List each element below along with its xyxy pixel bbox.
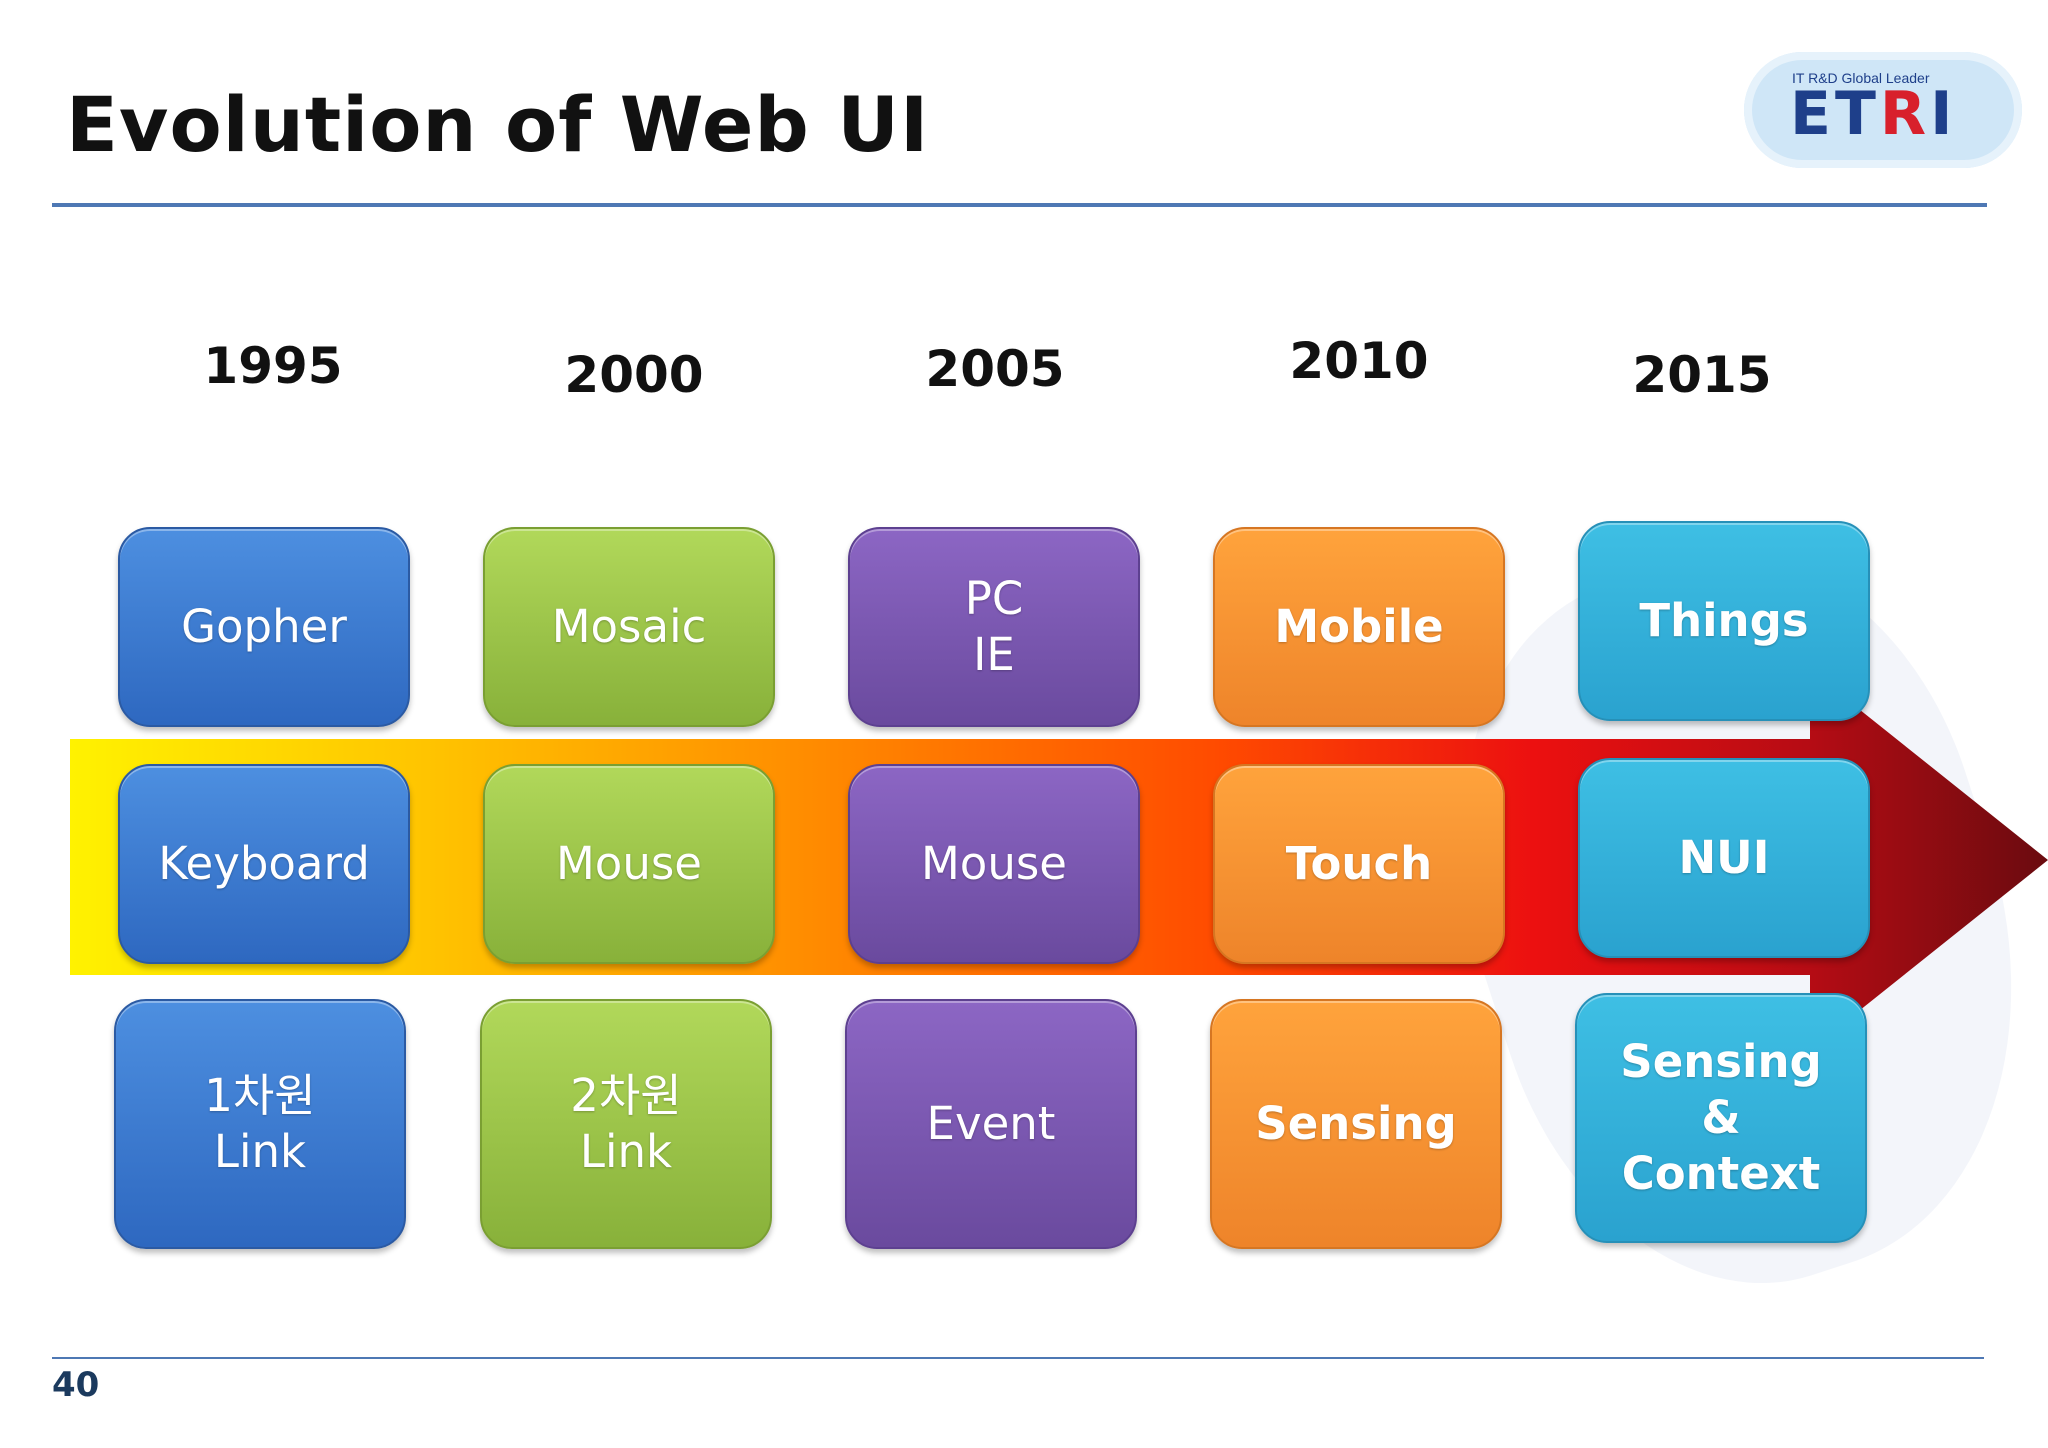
etri-logo: IT R&D Global Leader ETRI: [1744, 52, 2022, 168]
slide-title: Evolution of Web UI: [66, 80, 930, 169]
box-gopher: Gopher: [118, 527, 410, 727]
year-2010-label: 2010: [1289, 332, 1429, 390]
box-mobile: Mobile: [1213, 527, 1505, 727]
box-mouse-2000: Mouse: [483, 764, 775, 964]
box-nui: NUI: [1578, 758, 1870, 958]
footer-divider: [52, 1357, 1984, 1359]
box-sensing-context: Sensing & Context: [1575, 993, 1867, 1243]
box-mouse-2005: Mouse: [848, 764, 1140, 964]
box-keyboard: Keyboard: [118, 764, 410, 964]
box-touch: Touch: [1213, 764, 1505, 964]
year-2005-label: 2005: [925, 340, 1065, 398]
year-1995-label: 1995: [203, 337, 343, 395]
page-number: 40: [52, 1365, 100, 1405]
logo-word-main: ET: [1790, 79, 1880, 149]
box-mosaic: Mosaic: [483, 527, 775, 727]
logo-word-accent: R: [1879, 79, 1931, 149]
box-event: Event: [845, 999, 1137, 1249]
box-pc-ie: PC IE: [848, 527, 1140, 727]
logo-word-tail: I: [1930, 79, 1957, 149]
logo-wordmark: ETRI: [1790, 84, 1956, 144]
box-2d-link: 2차원 Link: [480, 999, 772, 1249]
logo-tagline: IT R&D Global Leader: [1792, 70, 1930, 86]
year-2015-label: 2015: [1632, 346, 1772, 404]
box-things: Things: [1578, 521, 1870, 721]
box-sensing: Sensing: [1210, 999, 1502, 1249]
year-2000-label: 2000: [564, 346, 704, 404]
box-1d-link: 1차원 Link: [114, 999, 406, 1249]
title-divider: [52, 203, 1987, 207]
